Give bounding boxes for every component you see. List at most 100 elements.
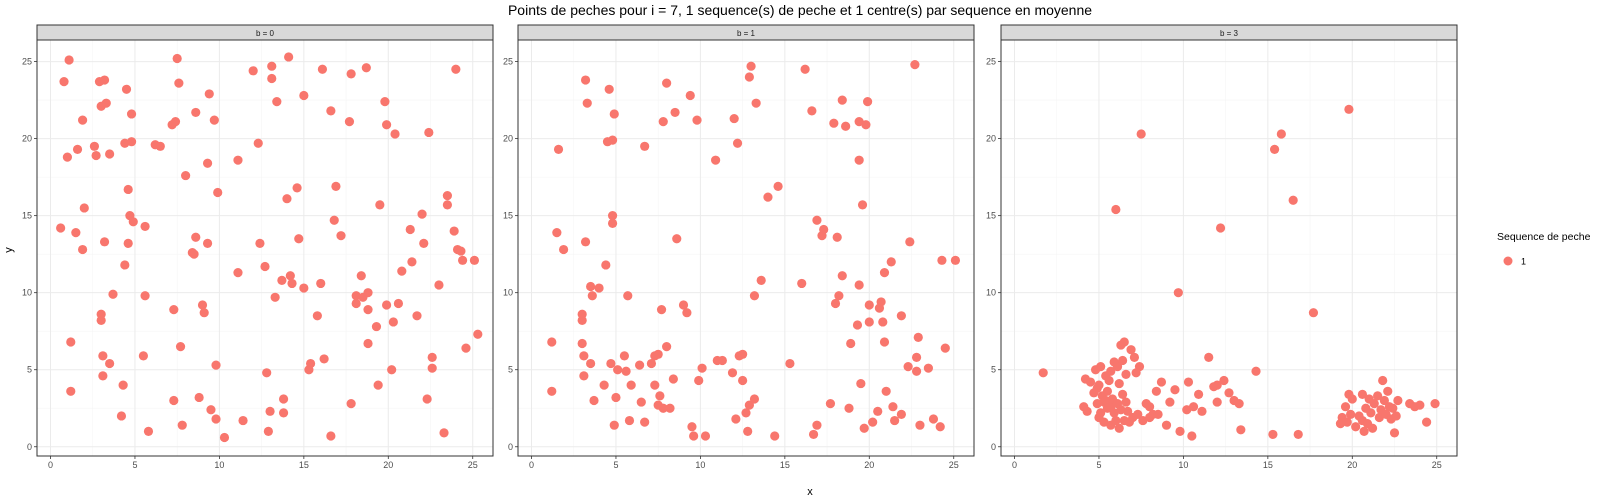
data-point bbox=[263, 426, 273, 436]
data-point bbox=[346, 399, 356, 409]
data-point bbox=[211, 414, 221, 424]
data-point bbox=[1346, 409, 1356, 419]
data-point bbox=[312, 311, 322, 321]
data-point bbox=[1106, 366, 1116, 376]
data-point bbox=[299, 90, 309, 101]
data-point bbox=[582, 98, 592, 108]
y-tick-label: 0 bbox=[991, 442, 996, 452]
data-point bbox=[267, 61, 277, 71]
data-point bbox=[1357, 389, 1368, 399]
data-point bbox=[604, 84, 614, 94]
data-point bbox=[101, 98, 111, 108]
data-point bbox=[126, 137, 137, 147]
data-point bbox=[547, 386, 557, 396]
data-point bbox=[306, 358, 316, 369]
x-tick-label: 5 bbox=[613, 460, 618, 470]
data-point bbox=[1114, 423, 1124, 433]
data-point bbox=[692, 115, 702, 125]
data-point bbox=[189, 249, 199, 259]
data-point bbox=[606, 358, 616, 369]
data-point bbox=[66, 386, 76, 396]
data-point bbox=[213, 187, 223, 198]
data-point bbox=[194, 392, 204, 403]
data-point bbox=[143, 426, 154, 436]
data-point bbox=[1366, 408, 1376, 418]
chart-title: Points de peches pour i = 7, 1 sequence(… bbox=[508, 2, 1092, 18]
data-point bbox=[123, 238, 133, 248]
data-point bbox=[424, 127, 434, 138]
x-tick-label: 20 bbox=[1347, 460, 1357, 470]
data-point bbox=[363, 288, 373, 298]
data-point bbox=[336, 231, 346, 241]
data-point bbox=[749, 291, 760, 301]
facet-strip-label: b = 0 bbox=[256, 29, 275, 38]
data-point bbox=[1119, 337, 1129, 347]
data-point bbox=[1391, 411, 1401, 421]
data-point bbox=[890, 415, 900, 426]
data-point bbox=[559, 244, 569, 255]
data-point bbox=[120, 260, 130, 270]
x-tick-label: 0 bbox=[48, 460, 53, 470]
data-point bbox=[852, 320, 863, 330]
data-point bbox=[854, 280, 864, 290]
data-point bbox=[346, 69, 356, 79]
y-tick-label: 5 bbox=[508, 365, 513, 375]
data-point bbox=[1170, 385, 1180, 395]
data-point bbox=[91, 150, 101, 161]
data-point bbox=[1359, 426, 1369, 436]
data-point bbox=[439, 428, 449, 438]
data-point bbox=[319, 354, 329, 364]
data-point bbox=[361, 63, 371, 73]
data-point bbox=[1197, 406, 1207, 416]
data-point bbox=[316, 278, 326, 289]
data-point bbox=[685, 90, 695, 101]
data-point bbox=[1236, 425, 1246, 435]
data-point bbox=[586, 358, 596, 369]
data-point bbox=[876, 297, 886, 307]
data-point bbox=[422, 394, 432, 404]
facet-strip bbox=[36, 24, 494, 41]
data-point bbox=[419, 238, 429, 248]
data-point bbox=[126, 109, 137, 119]
data-point bbox=[577, 338, 587, 349]
data-point bbox=[1183, 377, 1194, 387]
data-point bbox=[1096, 362, 1106, 372]
data-point bbox=[741, 408, 751, 418]
data-point bbox=[738, 375, 748, 386]
data-point bbox=[417, 209, 427, 219]
x-tick-label: 25 bbox=[949, 460, 959, 470]
y-tick-label: 5 bbox=[27, 365, 32, 375]
data-point bbox=[1373, 391, 1383, 401]
data-point bbox=[552, 227, 562, 238]
data-point bbox=[278, 394, 289, 404]
data-point bbox=[547, 337, 557, 347]
data-point bbox=[191, 107, 201, 118]
data-point bbox=[1118, 355, 1128, 366]
data-point bbox=[830, 298, 841, 309]
data-point bbox=[393, 298, 404, 309]
data-point bbox=[1121, 397, 1131, 407]
data-point bbox=[175, 342, 186, 352]
data-point bbox=[1194, 389, 1204, 399]
y-tick-label: 15 bbox=[503, 211, 513, 221]
data-point bbox=[749, 394, 760, 404]
data-point bbox=[71, 227, 81, 238]
x-tick-label: 15 bbox=[1263, 460, 1273, 470]
data-point bbox=[878, 317, 888, 327]
legend: Sequence de peche 1 bbox=[1497, 231, 1591, 267]
data-point bbox=[204, 89, 214, 99]
data-point bbox=[59, 77, 69, 87]
data-point bbox=[412, 311, 422, 321]
data-point bbox=[682, 308, 692, 318]
data-point bbox=[621, 366, 631, 376]
data-point bbox=[1415, 400, 1425, 410]
y-tick-label: 20 bbox=[22, 134, 32, 144]
data-point bbox=[841, 121, 851, 131]
data-point bbox=[881, 386, 891, 396]
data-point bbox=[326, 431, 336, 441]
data-point bbox=[1187, 431, 1197, 441]
data-point bbox=[375, 200, 385, 210]
data-point bbox=[317, 64, 328, 74]
data-point bbox=[209, 115, 219, 125]
